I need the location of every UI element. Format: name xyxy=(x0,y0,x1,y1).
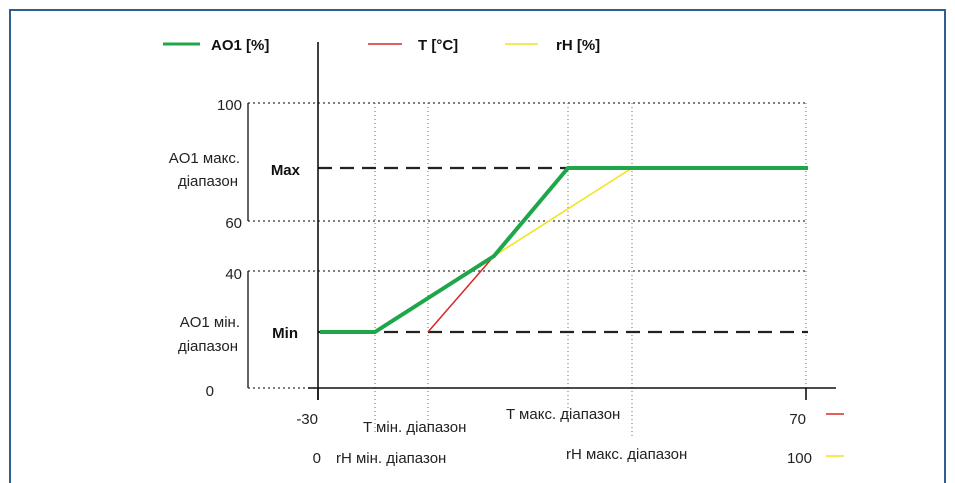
legend-rh-label: rH [%] xyxy=(556,37,600,54)
legend-ao1-label: AO1 [%] xyxy=(211,37,269,54)
max-label: Max xyxy=(271,162,301,179)
ao1-max-range-line2: діапазон xyxy=(178,173,238,190)
ao1-min-range-line1: AO1 мін. xyxy=(180,314,240,331)
y-tick-0: 0 xyxy=(206,383,214,400)
rh-curve xyxy=(493,167,633,257)
min-label: Min xyxy=(272,325,298,342)
t-min-range-label: T мін. діапазон xyxy=(363,419,466,436)
grid-vertical xyxy=(374,103,807,438)
y-tick-100: 100 xyxy=(217,97,242,114)
y-tick-40: 40 xyxy=(225,266,242,283)
ao1-max-range-line1: AO1 макс. xyxy=(169,150,240,167)
legend-t-label: T [°C] xyxy=(418,37,458,54)
grid-horizontal xyxy=(248,102,808,389)
rh-max-range-label: rH макс. діапазон xyxy=(566,446,687,463)
y-tick-60: 60 xyxy=(225,215,242,232)
level-lines xyxy=(318,166,808,334)
legend: AO1 [%] T [°C] rH [%] xyxy=(163,37,600,54)
t-start-label: -30 xyxy=(296,411,318,428)
t-max-range-label: T макс. діапазон xyxy=(506,406,620,423)
rh-min-range-label: rH мін. діапазон xyxy=(336,450,446,467)
t-end-label: 70 xyxy=(789,411,806,428)
ao1-min-range-line2: діапазон xyxy=(178,338,238,355)
y-axis-labels: 100 AO1 макс. діапазон Max 60 40 AO1 мін… xyxy=(169,97,301,400)
ao1-curve xyxy=(320,166,808,334)
rh-end-label: 100 xyxy=(787,450,812,467)
x-axis-labels: -30 T мін. діапазон T макс. діапазон 70 … xyxy=(296,406,844,467)
rh-start-label: 0 xyxy=(313,450,321,467)
diagram-frame xyxy=(9,9,946,483)
axes xyxy=(308,42,836,400)
